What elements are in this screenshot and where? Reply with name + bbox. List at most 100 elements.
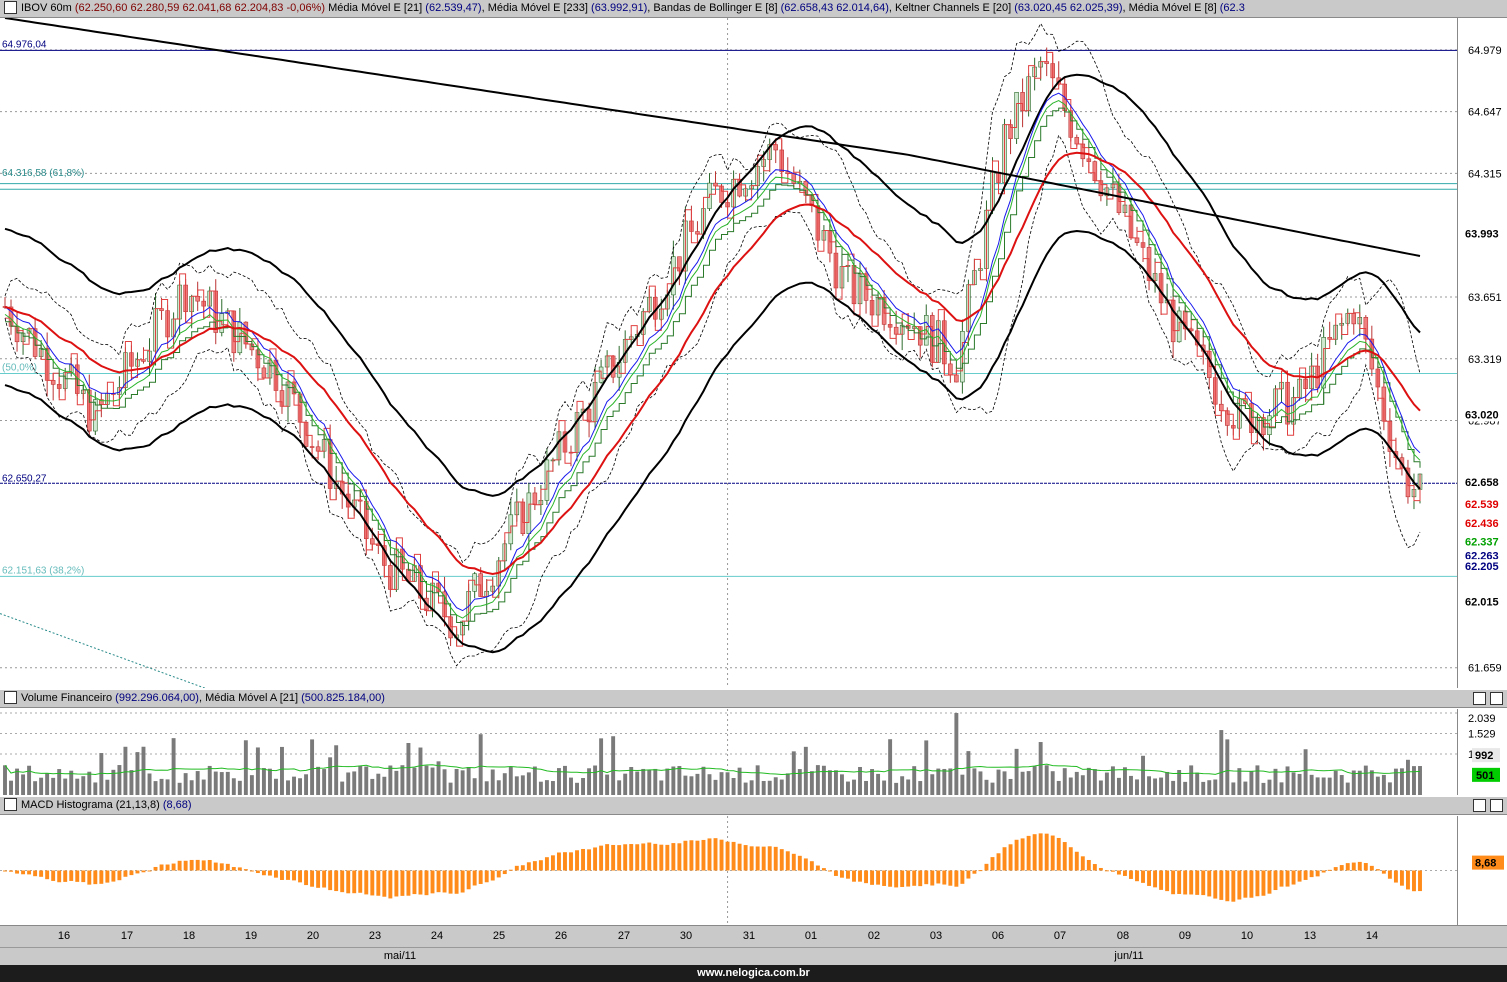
price-badge-bg	[1462, 516, 1507, 531]
volume-bar	[888, 739, 893, 795]
volume-bar	[1195, 772, 1200, 795]
volume-bar	[1387, 782, 1392, 795]
volume-bar	[1080, 775, 1085, 795]
macd-bar	[171, 863, 176, 871]
volume-bar	[557, 768, 561, 795]
trend-line	[0, 613, 207, 688]
volume-ma-badge: 501	[1472, 767, 1500, 782]
volume-bar	[803, 746, 808, 795]
price-plot[interactable]: 64.976,04 64.316,58 (61,8%) (50,0%) 62.650,…	[0, 18, 1457, 688]
price-badge-text: 62.539	[1465, 499, 1499, 511]
volume-bar	[93, 782, 98, 795]
macd-bar	[195, 859, 200, 871]
volume-bar	[9, 780, 13, 795]
macd-bar	[406, 870, 411, 896]
time-tick-label: 16	[57, 930, 71, 942]
candle-body	[50, 380, 56, 385]
volume-bar	[111, 769, 116, 795]
macd-bar	[1141, 870, 1145, 883]
footer-url[interactable]: www.nelogica.com.br	[0, 965, 1507, 982]
candle	[508, 498, 514, 551]
candle	[695, 221, 700, 236]
macd-bar	[243, 869, 248, 871]
volume-bar	[340, 781, 345, 795]
macd-bar	[1261, 870, 1266, 896]
macd-bar	[882, 870, 887, 886]
volume-bar	[1327, 777, 1332, 795]
volume-bar	[671, 766, 676, 795]
volume-bar	[647, 769, 652, 795]
volume-bar	[358, 765, 363, 795]
panel-icon[interactable]	[4, 797, 17, 811]
macd-bar	[484, 870, 489, 883]
volume-bar	[177, 782, 182, 795]
macd-bar	[1098, 867, 1103, 871]
macd-bar	[1297, 870, 1302, 882]
macd-bar	[81, 870, 86, 883]
macd-axis-svg: 8,68	[1472, 855, 1504, 870]
close-icon[interactable]	[1490, 692, 1503, 705]
volume-bar	[966, 751, 971, 795]
volume-bar	[665, 768, 670, 795]
ma233-line	[4, 18, 1421, 257]
macd-bar	[876, 870, 881, 885]
macd-bar	[569, 852, 573, 871]
panel-icon[interactable]	[4, 0, 17, 14]
macd-bar	[418, 870, 423, 895]
macd-bar	[1249, 870, 1254, 898]
macd-bar	[472, 870, 477, 886]
price-badge: 62.539	[1462, 496, 1507, 511]
macd-bar	[1207, 870, 1212, 897]
price-badge-text: 62.015	[1465, 596, 1499, 608]
volume-bar	[1032, 766, 1037, 795]
maximize-icon[interactable]	[1473, 692, 1486, 705]
step-line-red	[5, 51, 1421, 647]
macd-bar	[430, 870, 435, 894]
volume-bar	[286, 780, 290, 795]
candle-body	[1351, 313, 1357, 325]
volume-bar	[948, 768, 953, 795]
symbol-label: IBOV 60m	[21, 2, 72, 14]
volume-bar	[418, 747, 423, 795]
macd-bar	[1080, 856, 1085, 871]
macd-plot[interactable]	[0, 816, 1457, 925]
volume-bar	[1141, 755, 1145, 795]
macd-bar	[1255, 870, 1260, 897]
time-tick-label: 08	[1116, 930, 1130, 942]
volume-bar	[105, 779, 110, 795]
maximize-icon[interactable]	[1473, 799, 1486, 812]
macd-bar	[984, 863, 989, 871]
macd-bar	[581, 848, 585, 871]
macd-bar	[183, 860, 188, 871]
candle-body	[315, 446, 321, 452]
price-badge-bg	[1462, 474, 1507, 489]
volume-bar	[310, 739, 315, 795]
volume-tick-label: 2.039	[1468, 713, 1496, 725]
volume-bar	[1098, 780, 1103, 795]
volume-bar	[852, 779, 856, 795]
volume-plot[interactable]	[0, 709, 1457, 795]
macd-badge-bg	[1472, 855, 1504, 870]
macd-bar	[665, 844, 670, 871]
time-tick-label: 10	[1240, 930, 1254, 942]
volume-bar	[707, 774, 712, 795]
time-tick-label: 23	[368, 930, 382, 942]
macd-bar	[912, 870, 917, 886]
volume-bar	[1369, 770, 1374, 795]
panel-icon[interactable]	[4, 690, 17, 704]
volume-bar	[1008, 778, 1013, 795]
volume-bar	[1231, 782, 1236, 795]
ma233-label: Média Móvel E [233]	[487, 2, 588, 14]
macd-bar	[1062, 842, 1067, 871]
volume-bar	[1086, 767, 1091, 795]
volume-bar	[129, 770, 134, 795]
volume-bar	[954, 713, 959, 795]
ma233-value: (63.992,91)	[591, 2, 648, 14]
close-icon[interactable]	[1490, 799, 1503, 812]
macd-bar	[1381, 870, 1386, 874]
macd-bar	[948, 870, 953, 886]
price-badge-bg	[1462, 226, 1507, 241]
macd-bar	[749, 846, 754, 871]
volume-bar	[81, 776, 86, 795]
time-tick-label: 17	[120, 930, 134, 942]
